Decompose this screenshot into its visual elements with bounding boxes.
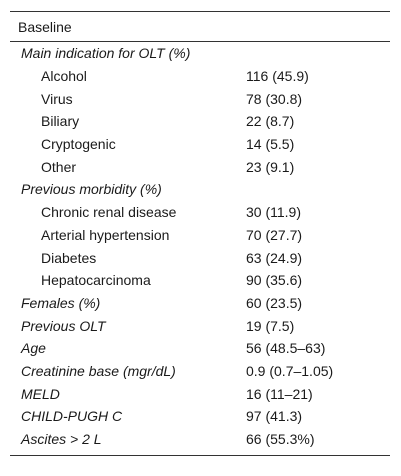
- table-row: Cryptogenic 14 (5.5): [10, 133, 390, 156]
- row-label: Cryptogenic: [41, 136, 116, 153]
- table-row: Diabetes 63 (24.9): [10, 246, 390, 269]
- baseline-table: Baseline Main indication for OLT (%) Alc…: [10, 11, 390, 457]
- table-row: Virus 78 (30.8): [10, 87, 390, 110]
- table-row: Previous morbidity (%): [10, 178, 390, 201]
- table-row: Other 23 (9.1): [10, 155, 390, 178]
- row-label: Diabetes: [41, 249, 97, 266]
- row-label: Virus: [41, 90, 73, 107]
- row-label: CHILD-PUGH C: [21, 408, 123, 425]
- table-bottom-rule: [10, 450, 390, 457]
- row-label: Biliary: [41, 113, 80, 130]
- row-label: Main indication for OLT (%): [21, 45, 191, 62]
- table-row: Arterial hypertension 70 (27.7): [10, 224, 390, 247]
- row-value: 19 (7.5): [246, 317, 295, 334]
- row-value: 30 (11.9): [246, 204, 301, 221]
- table-row: CHILD-PUGH C 97 (41.3): [10, 405, 390, 428]
- row-label: Previous morbidity (%): [21, 181, 162, 198]
- row-label: Age: [21, 340, 46, 357]
- row-label: Ascites > 2 L: [21, 431, 102, 448]
- table-row: Chronic renal disease 30 (11.9): [10, 201, 390, 224]
- row-value: 16 (11–21): [246, 385, 313, 402]
- row-value: 23 (9.1): [246, 158, 295, 175]
- table-row: Alcohol 116 (45.9): [10, 65, 390, 88]
- header-label: Baseline: [18, 18, 72, 35]
- row-value: 0.9 (0.7–1.05): [246, 362, 334, 379]
- row-value: 60 (23.5): [246, 294, 303, 311]
- table-row: Biliary 22 (8.7): [10, 110, 390, 133]
- row-value: 90 (35.6): [246, 272, 303, 289]
- table-row: Age 56 (48.5–63): [10, 337, 390, 360]
- row-value: 70 (27.7): [246, 226, 303, 243]
- row-label: Females (%): [21, 294, 101, 311]
- row-value: 14 (5.5): [246, 136, 295, 153]
- row-value: 78 (30.8): [246, 90, 303, 107]
- row-value: 63 (24.9): [246, 249, 303, 266]
- row-label: Other: [41, 158, 77, 175]
- table-row: Hepatocarcinoma 90 (35.6): [10, 269, 390, 292]
- row-label: Arterial hypertension: [41, 226, 170, 243]
- row-label: Hepatocarcinoma: [41, 272, 151, 289]
- row-value: 56 (48.5–63): [246, 340, 326, 357]
- row-label: Creatinine base (mgr/dL): [21, 362, 176, 379]
- table-row: MELD 16 (11–21): [10, 382, 390, 405]
- row-value: 66 (55.3%): [246, 431, 315, 448]
- table-row: Ascites > 2 L 66 (55.3%): [10, 428, 390, 451]
- row-label: Alcohol: [41, 68, 87, 85]
- table-row: Main indication for OLT (%): [10, 42, 390, 65]
- row-label: Previous OLT: [21, 317, 106, 334]
- table-row: Females (%) 60 (23.5): [10, 292, 390, 315]
- table-header: Baseline: [10, 11, 390, 42]
- row-value: 116 (45.9): [246, 68, 309, 85]
- row-label: Chronic renal disease: [41, 204, 177, 221]
- row-value: 97 (41.3): [246, 408, 303, 425]
- row-value: 22 (8.7): [246, 113, 295, 130]
- table-row: Previous OLT 19 (7.5): [10, 314, 390, 337]
- row-label: MELD: [21, 385, 60, 402]
- table-row: Creatinine base (mgr/dL) 0.9 (0.7–1.05): [10, 360, 390, 383]
